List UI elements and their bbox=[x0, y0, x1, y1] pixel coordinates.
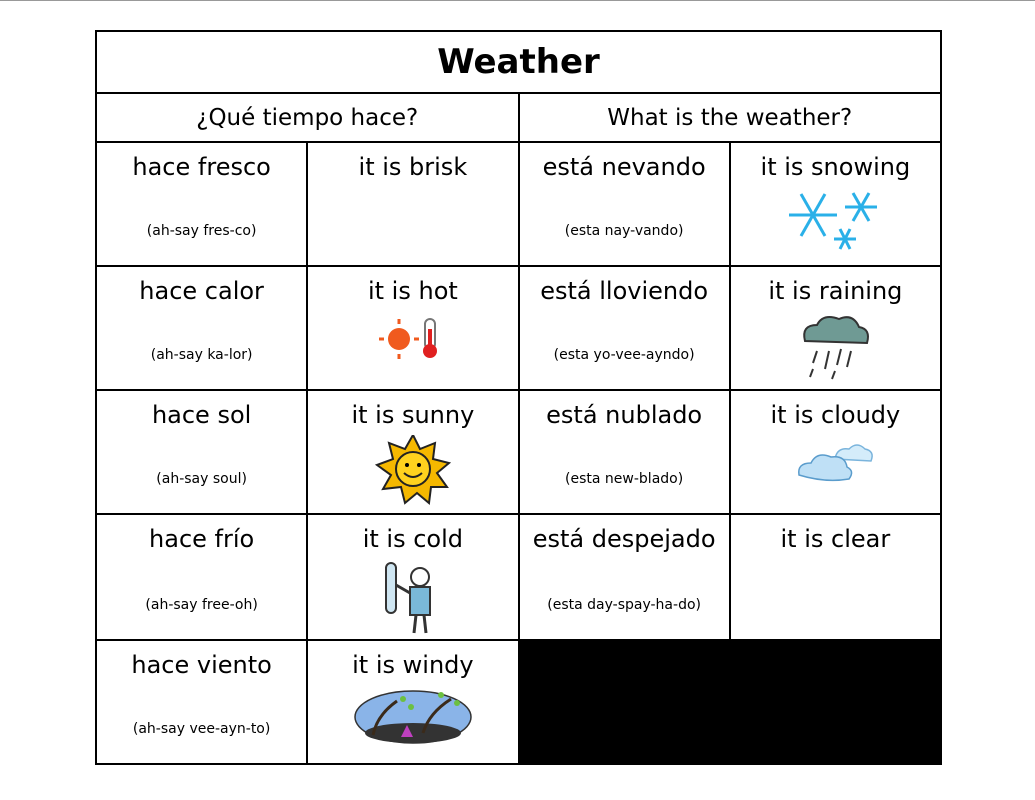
pronunciation: (esta day-spay-ha-do) bbox=[547, 597, 701, 613]
table-row: hace sol (ah-say soul) it is sunny está n… bbox=[94, 389, 943, 515]
pronunciation: (ah-say fres-co) bbox=[146, 223, 257, 239]
pronunciation: (ah-say vee-ayn-to) bbox=[132, 721, 271, 737]
spanish-term: está nublado bbox=[546, 401, 703, 429]
english-term: it is brisk bbox=[358, 153, 468, 181]
spanish-term: está nevando bbox=[542, 153, 706, 181]
spanish-term: hace viento bbox=[131, 651, 272, 679]
cold-person-icon bbox=[384, 562, 431, 634]
table-row: hace viento (ah-say vee-ayn-to) it is win… bbox=[94, 639, 942, 765]
pronunciation: (ah-say free-oh) bbox=[145, 597, 258, 613]
pronunciation: (esta new-blado) bbox=[565, 471, 684, 487]
spanish-term: hace sol bbox=[151, 401, 252, 429]
english-term: it is clear bbox=[780, 525, 891, 553]
windy-trees-icon bbox=[354, 690, 472, 744]
header-spanish: ¿Qué tiempo hace? bbox=[95, 92, 520, 143]
rain-cloud-icon bbox=[803, 316, 870, 380]
table-row: hace calor (ah-say ka-lor) it is hot está… bbox=[94, 265, 943, 391]
empty-black-cell bbox=[517, 639, 942, 765]
spanish-term: hace calor bbox=[139, 277, 264, 305]
pronunciation: (ah-say soul) bbox=[156, 471, 247, 487]
english-term: it is raining bbox=[768, 277, 903, 305]
table-row: hace fresco (ah-say fres-co) it is brisk … bbox=[94, 141, 943, 267]
pronunciation: (esta yo-vee-ayndo) bbox=[553, 347, 695, 363]
spanish-term: hace frío bbox=[149, 525, 255, 553]
english-term: it is cold bbox=[362, 525, 464, 553]
weather-vocabulary-table: Weather ¿Qué tiempo hace? What is the we… bbox=[94, 30, 943, 765]
header-english: What is the weather? bbox=[517, 92, 942, 143]
spanish-term: está despejado bbox=[532, 525, 716, 553]
cloud-icon bbox=[798, 444, 874, 482]
english-term: it is snowing bbox=[760, 153, 911, 181]
snowflake-icon bbox=[789, 192, 878, 250]
spanish-term: hace fresco bbox=[132, 153, 271, 181]
table-row: hace frío (ah-say free-oh) it is cold est… bbox=[94, 513, 943, 641]
english-term: it is windy bbox=[352, 651, 474, 679]
spanish-term: está lloviendo bbox=[540, 277, 709, 305]
pronunciation: (ah-say ka-lor) bbox=[150, 347, 253, 363]
english-term: it is cloudy bbox=[770, 401, 901, 429]
english-term: it is hot bbox=[367, 277, 458, 305]
sun-thermometer-icon bbox=[378, 318, 437, 359]
pronunciation: (esta nay-vando) bbox=[564, 223, 684, 239]
smiling-sun-icon bbox=[374, 435, 451, 505]
top-border bbox=[0, 0, 1035, 1]
table-title: Weather bbox=[95, 30, 942, 94]
english-term: it is sunny bbox=[351, 401, 475, 429]
